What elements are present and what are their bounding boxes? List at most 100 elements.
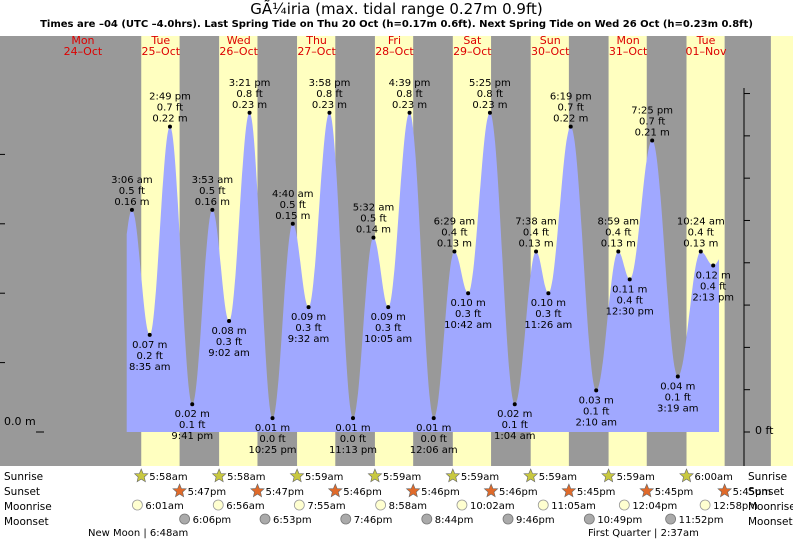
tide-point — [129, 207, 134, 212]
moon-phase-first-quarter: First Quarter | 2:37am — [588, 528, 699, 539]
sunset-row-label: Sunset — [4, 486, 41, 498]
tide-time-label: 3:58 pm — [309, 78, 351, 89]
sunrise-row-label-right: Sunrise — [748, 471, 788, 483]
tide-ft-label: 0.7 ft — [639, 117, 665, 128]
sunrise-star-icon — [679, 468, 694, 483]
tide-ft-label: 0.3 ft — [375, 323, 401, 334]
tide-point — [616, 249, 621, 254]
tide-time-label: 11:13 pm — [329, 445, 377, 456]
tide-ft-label: 0.1 ft — [502, 420, 528, 431]
sunrise-time: 5:59am — [617, 472, 655, 483]
day-headers: Mon24–OctTue25–OctWed26–OctThu27–OctFri2… — [64, 34, 727, 58]
moonrise-icon — [375, 499, 387, 511]
tide-time-label: 3:19 am — [657, 403, 699, 414]
tide-time-label: 7:25 pm — [631, 106, 673, 117]
moonset-row-label: Moonset — [4, 516, 49, 528]
tide-ft-label: 0.1 ft — [665, 392, 691, 403]
moonrise-icon — [212, 499, 224, 511]
moonrise-icon — [132, 499, 143, 511]
chart-title: GÃ¼iria (max. tidal range 0.27m 0.9ft) — [250, 0, 543, 18]
axes: 0.0 m 0 ft — [0, 88, 774, 466]
moonrise-row-label-right: Moonrise — [748, 501, 793, 513]
tide-m-label: 0.13 m — [437, 239, 472, 250]
tide-ft-label: 0.2 ft — [137, 351, 163, 362]
tide-labels: 3:06 am0.5 ft0.16 m0.07 m0.2 ft8:35 am2:… — [111, 78, 734, 456]
tide-time-label: 10:24 am — [677, 217, 725, 228]
tide-m-label: 0.10 m — [451, 298, 486, 309]
day-band — [770, 36, 793, 466]
tide-m-label: 0.13 m — [683, 239, 718, 250]
tide-point — [698, 249, 703, 254]
moonrise-time: 10:02am — [470, 501, 515, 512]
tide-ft-label: 0.7 ft — [558, 103, 584, 114]
sunset-row-label-right: Sunset — [748, 486, 785, 498]
sunset-star-icon — [483, 483, 499, 498]
tide-time-label: 5:25 pm — [469, 78, 511, 89]
sunrise-star-icon — [601, 468, 616, 483]
tide-m-label: 0.14 m — [356, 225, 391, 236]
tide-ft-label: 0.8 ft — [477, 89, 503, 100]
tide-point — [675, 374, 680, 379]
tide-point — [371, 235, 376, 240]
tide-point — [568, 124, 573, 129]
day-date: 28–Oct — [375, 45, 414, 58]
sunset-star-icon — [717, 483, 733, 498]
sunrise-star-icon — [367, 468, 383, 483]
moonrise-row-label: Moonrise — [4, 501, 52, 513]
tide-ft-label: 0.3 ft — [295, 323, 321, 334]
moonset-icon — [583, 513, 595, 525]
moonset-icon — [259, 513, 271, 525]
tide-time-label: 7:38 am — [515, 217, 557, 228]
moonrise-icon — [456, 499, 468, 511]
sunset-time: 5:46pm — [343, 487, 382, 498]
tide-m-label: 0.22 m — [553, 114, 588, 125]
tide-m-label: 0.07 m — [132, 340, 167, 351]
sunset-star-icon — [250, 483, 265, 498]
sunrise-star-icon — [523, 468, 539, 483]
moonrise-time: 6:01am — [145, 501, 183, 512]
sunrise-time: 5:59am — [305, 472, 343, 483]
moonrise-icon — [537, 499, 549, 511]
tide-m-label: 0.11 m — [612, 284, 647, 295]
tide-time-label: 9:02 am — [208, 348, 250, 359]
tide-m-label: 0.04 m — [660, 381, 695, 392]
tide-time-label: 4:39 pm — [389, 78, 431, 89]
tide-ft-label: 0.8 ft — [396, 89, 422, 100]
sunset-time: 5:45pm — [577, 487, 616, 498]
tide-m-label: 0.23 m — [392, 100, 427, 111]
moonset-time: 9:46pm — [516, 515, 555, 526]
sunrise-star-icon — [133, 468, 149, 483]
sunset-time: 5:46pm — [421, 487, 460, 498]
day-weekday: Mon — [71, 34, 94, 47]
tide-m-label: 0.12 m — [696, 270, 731, 281]
tide-point — [227, 318, 232, 323]
day-weekday: Thu — [305, 34, 327, 47]
day-date: 30–Oct — [531, 45, 570, 58]
tide-point — [487, 110, 492, 115]
tide-time-label: 1:04 am — [494, 431, 536, 442]
tide-time-label: 10:25 pm — [248, 445, 296, 456]
tide-point — [386, 305, 391, 310]
tide-m-label: 0.16 m — [195, 197, 230, 208]
tide-time-label: 3:21 pm — [229, 78, 271, 89]
day-weekday: Sat — [463, 34, 482, 47]
sunset-star-icon — [405, 483, 421, 498]
sun-moon-rows: 5:58am 5:58am 5:59am 5:59am 5:59am 5:59am 5:59… — [88, 468, 771, 539]
tide-m-label: 0.02 m — [175, 409, 210, 420]
tide-m-label: 0.08 m — [211, 326, 246, 337]
tide-m-label: 0.21 m — [635, 128, 670, 139]
tide-time-label: 6:19 pm — [550, 92, 592, 103]
moonset-time: 11:52pm — [679, 515, 724, 526]
tide-m-label: 0.13 m — [601, 239, 636, 250]
tide-time-label: 2:49 pm — [149, 92, 191, 103]
tide-point — [407, 110, 412, 115]
moonrise-time: 8:58am — [389, 501, 427, 512]
tide-ft-label: 0.8 ft — [236, 89, 262, 100]
tide-point — [711, 263, 716, 268]
moonrise-icon — [293, 499, 305, 511]
right-axis-label: 0 ft — [755, 424, 774, 437]
tide-time-label: 11:26 am — [524, 320, 572, 331]
tide-m-label: 0.16 m — [114, 197, 149, 208]
tide-m-label: 0.02 m — [497, 409, 532, 420]
tide-m-label: 0.15 m — [275, 211, 310, 222]
